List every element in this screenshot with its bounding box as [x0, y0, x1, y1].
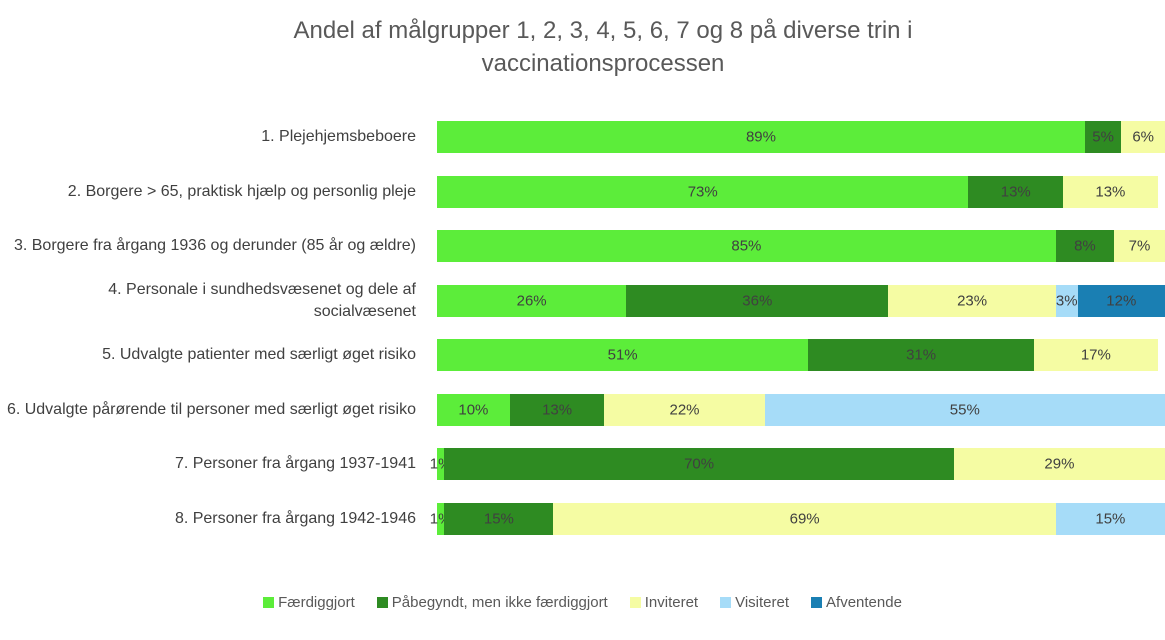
- data-label: 8%: [1074, 237, 1096, 255]
- bar-segment: [968, 175, 1064, 208]
- bar-segment: [1033, 339, 1158, 371]
- data-label: 3%: [1055, 292, 1078, 309]
- category-label: 8. Personer fra årgang 1942-1946: [174, 509, 416, 527]
- legend-swatch: [376, 597, 388, 608]
- bar-segment: [1084, 121, 1122, 153]
- bar-segment: [437, 284, 627, 317]
- data-label: 15%: [483, 510, 514, 527]
- bar-segment: [437, 230, 1056, 262]
- legend-swatch: [629, 597, 641, 608]
- data-label: 51%: [607, 346, 638, 364]
- bar-segment: [808, 339, 1034, 371]
- category-label: 3. Borgere fra årgang 1936 og derunder (…: [13, 237, 416, 254]
- bar-segment: [437, 175, 969, 208]
- data-label: 13%: [1000, 183, 1031, 200]
- legend-swatch: [811, 597, 823, 608]
- legend: Færdiggjort Påbegyndt, men ikke færdiggjo…: [0, 594, 1165, 611]
- legend-item: Afventende: [811, 594, 902, 611]
- category-label: 2. Borgere > 65, praktisk hjælp og perso…: [67, 182, 416, 200]
- category-label: 4. Personale i sundhedsvæsenet og dele a…: [108, 280, 416, 320]
- bar-segment: [1077, 284, 1165, 317]
- data-label: 55%: [949, 401, 980, 418]
- data-label: 85%: [731, 237, 762, 255]
- bar-segment: [1055, 230, 1115, 262]
- legend-item: Inviteret: [629, 594, 699, 611]
- data-label: 70%: [684, 455, 715, 473]
- bar-segment: [444, 502, 554, 535]
- bar-segment: [1055, 284, 1078, 317]
- data-label: 22%: [669, 401, 700, 418]
- legend-label: Afventende: [826, 594, 902, 611]
- bar-segment: [626, 284, 889, 317]
- bar-segment: [444, 448, 954, 480]
- legend-label: Visiteret: [735, 594, 790, 611]
- data-label: 10%: [458, 401, 489, 418]
- legend-item: Færdiggjort: [263, 594, 355, 611]
- data-label: 73%: [687, 183, 718, 200]
- bar-segment: [553, 502, 1056, 535]
- bar-segment: [437, 393, 510, 426]
- legend-item: Visiteret: [720, 594, 789, 611]
- bar-segment: [604, 393, 765, 426]
- data-label: 31%: [906, 346, 937, 364]
- category-label: 1. Plejehjemsbeboere: [261, 128, 416, 145]
- data-label: 89%: [745, 128, 776, 146]
- data-label: 12%: [1106, 292, 1137, 309]
- category-label: 6. Udvalgte pårørende til personer med s…: [6, 400, 416, 418]
- category-label: 5. Udvalgte patienter med særligt øget r…: [102, 346, 416, 363]
- data-label: 13%: [542, 401, 573, 418]
- data-label: 13%: [1095, 183, 1126, 200]
- legend-label: Færdiggjort: [278, 594, 355, 611]
- bar-segment: [953, 448, 1165, 480]
- bar-segment: [437, 502, 445, 535]
- category-label: 7. Personer fra årgang 1937-1941: [174, 455, 416, 472]
- data-label: 17%: [1080, 346, 1111, 364]
- legend-label: Inviteret: [644, 594, 699, 611]
- bar-segment: [1121, 121, 1165, 153]
- bar-segment: [509, 393, 605, 426]
- legend-label: Påbegyndt, men ikke færdiggjort: [391, 594, 608, 611]
- data-label: 29%: [1044, 455, 1075, 473]
- chart-title: Andel af målgrupper 1, 2, 3, 4, 5, 6, 7 …: [293, 17, 913, 77]
- bar-segment: [1114, 230, 1165, 262]
- legend-swatch: [720, 597, 732, 608]
- bar-segment: [1055, 502, 1165, 535]
- bar-segment: [1063, 175, 1158, 208]
- bar-segment: [888, 284, 1056, 317]
- data-label: 23%: [957, 292, 988, 309]
- data-label: 6%: [1132, 128, 1154, 146]
- bar-segment: [437, 121, 1085, 153]
- data-label: 26%: [516, 292, 547, 309]
- data-label: 15%: [1095, 510, 1126, 527]
- bar-segment: [437, 339, 809, 371]
- legend-item: Påbegyndt, men ikke færdiggjort: [376, 594, 608, 611]
- data-label: 69%: [789, 510, 820, 527]
- data-label: 5%: [1092, 128, 1114, 146]
- data-label: 7%: [1128, 237, 1151, 255]
- bar-segment: [437, 448, 445, 480]
- data-label: 36%: [742, 292, 773, 309]
- bar-segment: [764, 393, 1165, 426]
- legend-swatch: [263, 597, 275, 608]
